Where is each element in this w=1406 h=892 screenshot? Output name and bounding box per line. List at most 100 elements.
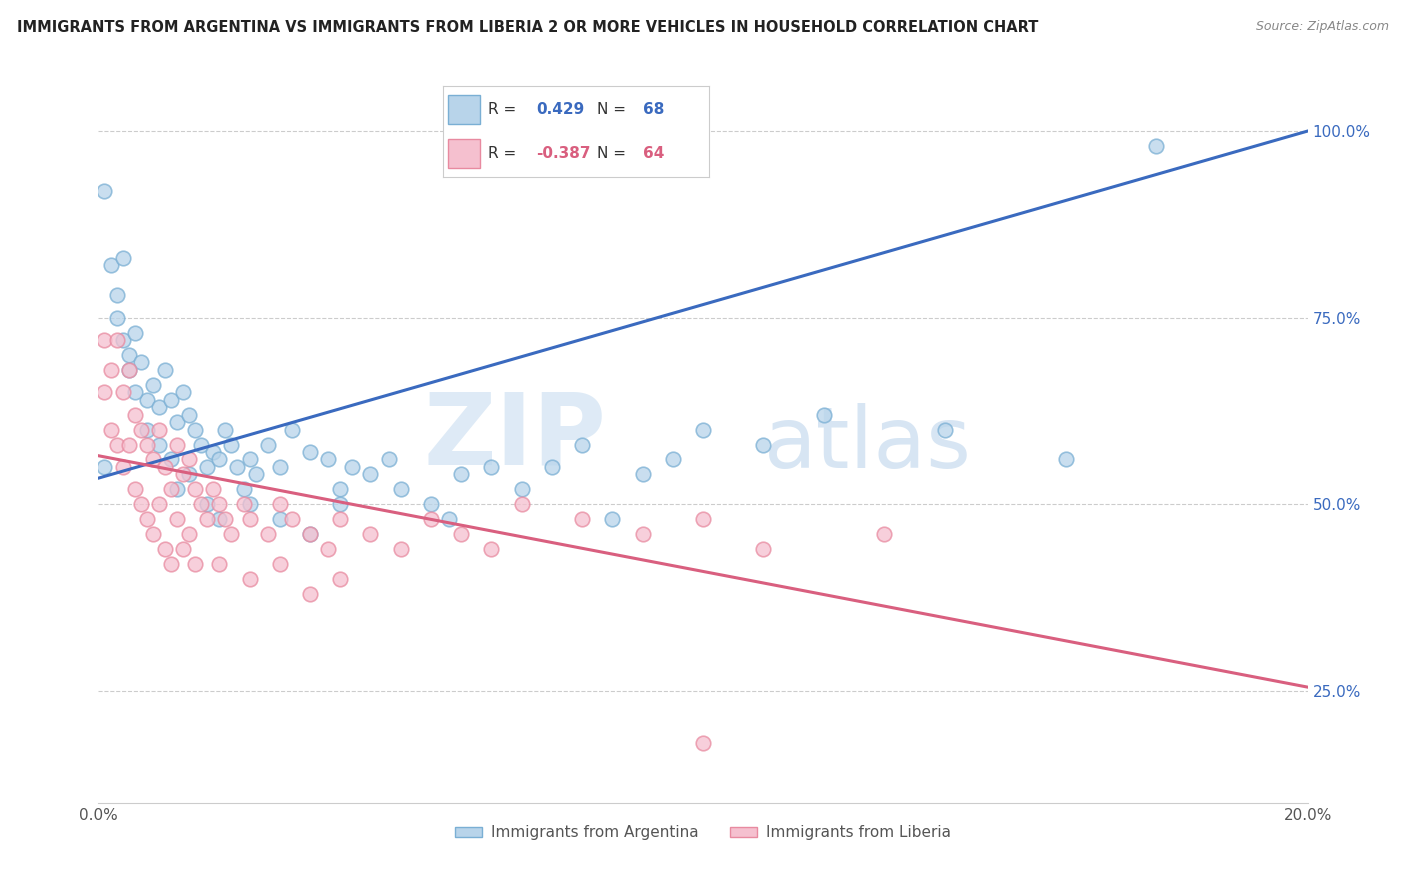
Point	[184, 557, 207, 571]
Point	[239, 452, 262, 467]
Point	[105, 333, 128, 347]
Point	[269, 512, 291, 526]
Point	[172, 467, 194, 482]
Point	[179, 467, 201, 482]
Point	[269, 497, 291, 511]
Point	[299, 527, 322, 541]
Legend: Immigrants from Argentina, Immigrants from Liberia: Immigrants from Argentina, Immigrants fr…	[449, 819, 957, 847]
Point	[202, 445, 225, 459]
Point	[214, 512, 236, 526]
Point	[111, 333, 134, 347]
Point	[135, 512, 157, 526]
Point	[142, 452, 165, 467]
Point	[692, 736, 714, 750]
Text: ZIP: ZIP	[423, 389, 606, 485]
Point	[329, 497, 352, 511]
Point	[124, 483, 146, 497]
Point	[269, 557, 291, 571]
Point	[208, 512, 231, 526]
Point	[124, 326, 146, 340]
Point	[135, 437, 157, 451]
Point	[299, 445, 322, 459]
Point	[450, 467, 472, 482]
Point	[118, 437, 141, 451]
Point	[166, 512, 188, 526]
Point	[450, 527, 472, 541]
Point	[118, 348, 141, 362]
Point	[129, 355, 152, 369]
Point	[226, 459, 249, 474]
Point	[129, 497, 152, 511]
Point	[813, 408, 835, 422]
Point	[118, 363, 141, 377]
Point	[232, 483, 254, 497]
Point	[190, 437, 212, 451]
Point	[420, 512, 443, 526]
Point	[692, 423, 714, 437]
Point	[142, 527, 165, 541]
Point	[631, 467, 654, 482]
Point	[299, 587, 322, 601]
Point	[148, 497, 170, 511]
Point	[299, 527, 322, 541]
Point	[571, 437, 593, 451]
Point	[389, 542, 412, 557]
Point	[179, 408, 201, 422]
Point	[105, 310, 128, 325]
Point	[184, 423, 207, 437]
Point	[208, 557, 231, 571]
Point	[93, 459, 115, 474]
Point	[166, 483, 188, 497]
Point	[239, 512, 262, 526]
Point	[208, 497, 231, 511]
Point	[148, 401, 170, 415]
Point	[269, 459, 291, 474]
Point	[135, 392, 157, 407]
Point	[510, 483, 533, 497]
Point	[111, 459, 134, 474]
Point	[316, 542, 339, 557]
Point	[221, 437, 243, 451]
Point	[142, 377, 165, 392]
Point	[153, 542, 176, 557]
Point	[377, 452, 399, 467]
Point	[256, 437, 278, 451]
Point	[281, 423, 304, 437]
Point	[661, 452, 683, 467]
Point	[153, 363, 176, 377]
Point	[148, 423, 170, 437]
Point	[190, 497, 212, 511]
Point	[752, 542, 775, 557]
Point	[360, 527, 382, 541]
Point	[481, 459, 503, 474]
Text: atlas: atlas	[763, 403, 972, 486]
Point	[329, 572, 352, 586]
Point	[214, 423, 236, 437]
Point	[437, 512, 460, 526]
Point	[934, 423, 956, 437]
Point	[100, 259, 122, 273]
Point	[208, 452, 231, 467]
Point	[160, 557, 183, 571]
Point	[118, 363, 141, 377]
Point	[195, 497, 218, 511]
Text: Source: ZipAtlas.com: Source: ZipAtlas.com	[1256, 20, 1389, 33]
Point	[329, 483, 352, 497]
Point	[153, 459, 176, 474]
Point	[111, 385, 134, 400]
Point	[148, 437, 170, 451]
Point	[540, 459, 562, 474]
Point	[184, 483, 207, 497]
Point	[239, 497, 262, 511]
Point	[179, 527, 201, 541]
Point	[179, 452, 201, 467]
Point	[135, 423, 157, 437]
Point	[172, 385, 194, 400]
Point	[195, 459, 218, 474]
Point	[342, 459, 364, 474]
Point	[160, 392, 183, 407]
Point	[160, 483, 183, 497]
Point	[221, 527, 243, 541]
Point	[232, 497, 254, 511]
Point	[195, 512, 218, 526]
